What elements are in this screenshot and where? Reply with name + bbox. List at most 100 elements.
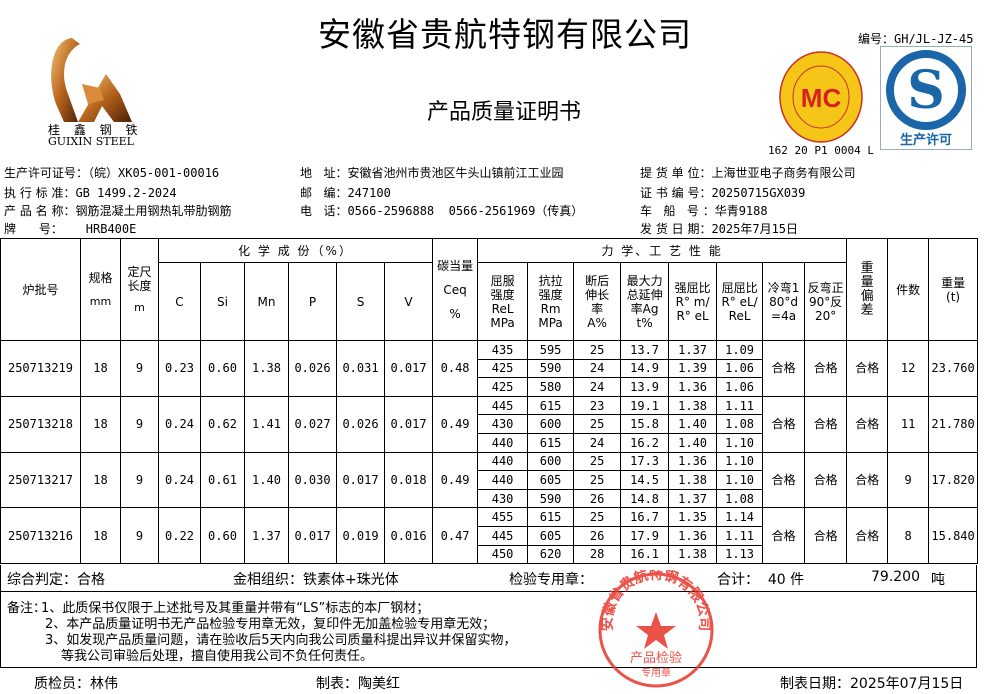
cell-pcs: 9	[887, 451, 930, 509]
cell-rev: 合格	[804, 507, 848, 565]
cell-agt: 13.9	[620, 377, 670, 397]
cell-yield: 440	[477, 451, 529, 472]
cell-yield-ratio: 1.06	[716, 358, 764, 379]
cell-strength-ratio: 1.36	[668, 525, 718, 546]
cell-strength-ratio: 1.37	[668, 340, 718, 360]
cell-rev: 合格	[804, 395, 848, 453]
note-1: 1、此质保书仅限于上述批号及其重量并带有“LS”标志的本厂钢材；	[41, 601, 430, 616]
cell-yield: 435	[477, 340, 529, 360]
cell-ceq: 0.49	[432, 395, 479, 453]
cell-yield: 445	[477, 525, 529, 546]
cell-len: 9	[120, 340, 159, 397]
phone-field: 电 话：0566-2596888 0566-2561969（传真）	[300, 204, 584, 218]
license-field: 生产许可证号：（皖）XK05-001-00016	[4, 166, 220, 180]
table-row: 250713217 18 9 0.24 0.61 1.40 0.030 0.017 0.018 0…	[0, 451, 979, 509]
cell-cold: 合格	[762, 507, 806, 565]
cell-ceq: 0.47	[432, 507, 479, 565]
product-name-field: 产 品 名 称：钢筋混凝土用钢热轧带肋钢筋	[4, 204, 232, 218]
notes-label: 备注：	[7, 601, 47, 616]
summary-row: 综合判定：合格 金相组织：铁素体+珠光体 检验专用章： 合计： 40 件 79.…	[0, 565, 977, 592]
col-group-mechanical: 力 学、工 艺 性 能	[477, 238, 848, 263]
cell-strength-ratio: 1.35	[668, 507, 718, 527]
cell-yield-ratio: 1.14	[716, 507, 764, 527]
cell-s: 0.031	[336, 340, 385, 397]
cell-p: 0.030	[288, 451, 337, 509]
svg-text:S: S	[907, 60, 945, 121]
cell-p: 0.027	[288, 395, 337, 453]
col-c: C	[158, 262, 201, 341]
cell-yield-ratio: 1.11	[716, 525, 764, 546]
cell-agt: 14.5	[620, 470, 670, 490]
cell-yield: 425	[477, 377, 529, 397]
cell-agt: 16.1	[620, 544, 670, 565]
cell-elongation: 24	[573, 432, 622, 453]
cell-agt: 17.3	[620, 451, 670, 472]
mc-cert-number: 162 20 P1 0004 L	[768, 144, 874, 157]
document-number: 编号：GH/JL-JZ-45	[858, 32, 974, 46]
cell-dev: 合格	[846, 507, 889, 565]
table-row: 250713219 18 9 0.23 0.60 1.38 0.026 0.031 0.017 0…	[0, 340, 979, 397]
cell-strength-ratio: 1.38	[668, 544, 718, 565]
table-row: 250713216 18 9 0.22 0.60 1.37 0.017 0.019 0.016 0…	[0, 507, 979, 565]
cell-dev: 合格	[846, 340, 889, 397]
cell-rev: 合格	[804, 451, 848, 509]
cell-elongation: 25	[573, 451, 622, 472]
cell-si: 0.61	[200, 451, 245, 509]
cell-yield-ratio: 1.10	[716, 432, 764, 453]
cell-yield: 430	[477, 488, 529, 509]
col-weight: 重量(t)	[928, 238, 979, 341]
cell-elongation: 25	[573, 414, 622, 434]
cell-si: 0.62	[200, 395, 245, 453]
total-weight: 79.200	[871, 569, 920, 585]
preparer: 制表：陶美红	[316, 676, 400, 692]
cell-strength-ratio: 1.40	[668, 414, 718, 434]
cell-elongation: 25	[573, 507, 622, 527]
cell-tensile: 600	[527, 414, 575, 434]
cell-wt: 17.820	[928, 451, 979, 509]
weight-unit: 吨	[931, 572, 945, 588]
col-spec: 规格 mm	[80, 238, 121, 341]
qs-production-license-logo: S 生产许可	[880, 46, 972, 150]
cell-yield: 440	[477, 470, 529, 490]
document-title: 产品质量证明书	[427, 100, 582, 125]
cell-strength-ratio: 1.36	[668, 451, 718, 472]
mc-certification-logo: MC	[779, 51, 863, 143]
standard-field: 执 行 标 准：GB 1499.2-2024	[4, 186, 177, 200]
cell-s: 0.019	[336, 507, 385, 565]
cell-yield-ratio: 1.10	[716, 451, 764, 472]
cell-yield-ratio: 1.13	[716, 544, 764, 565]
cell-spec: 18	[80, 395, 121, 453]
col-elongation: 断后伸长率A%	[573, 262, 622, 341]
table-subrow: 425 580 24 13.9 1.36 1.06	[1, 377, 978, 397]
cell-cold: 合格	[762, 395, 806, 453]
col-weight-deviation: 重量偏差	[846, 238, 889, 341]
cell-tensile: 590	[527, 488, 575, 509]
cell-elongation: 25	[573, 340, 622, 360]
cell-yield-ratio: 1.09	[716, 340, 764, 360]
cell-yield: 430	[477, 414, 529, 434]
cell-yield-ratio: 1.08	[716, 414, 764, 434]
inspection-seal-label: 检验专用章：	[509, 572, 593, 588]
svg-text:产品检验: 产品检验	[630, 650, 682, 666]
cell-tensile: 615	[527, 507, 575, 527]
cell-dev: 合格	[846, 395, 889, 453]
cell-spec: 18	[80, 451, 121, 509]
table-subrow: 425 590 24 14.9 1.39 1.06	[1, 358, 978, 379]
cell-tensile: 620	[527, 544, 575, 565]
cell-agt: 15.8	[620, 414, 670, 434]
cell-yield: 455	[477, 507, 529, 527]
col-pieces: 件数	[887, 238, 930, 341]
ship-date-field: 发 货 日 期：2025年7月15日	[640, 222, 799, 236]
company-title: 安徽省贵航特钢有限公司	[318, 15, 692, 54]
inspection-seal-stamp: 安徽省贵航特钢有限公司 产品检验 专用章	[598, 570, 714, 688]
col-length: 定尺长度 m	[120, 238, 159, 341]
table-row: 250713218 18 9 0.24 0.62 1.41 0.027 0.026 0.017 0…	[0, 395, 979, 453]
grade-field: 牌 号： HRB400E	[4, 222, 137, 236]
cell-yield-ratio: 1.11	[716, 395, 764, 416]
cell-yield: 425	[477, 358, 529, 379]
table-subrow: 440 605 25 14.5 1.38 1.10	[1, 470, 978, 490]
overall-verdict: 综合判定：合格	[7, 572, 105, 588]
col-heat-number: 炉批号	[0, 238, 81, 341]
cell-mn: 1.40	[244, 451, 289, 509]
cell-tensile: 595	[527, 340, 575, 360]
